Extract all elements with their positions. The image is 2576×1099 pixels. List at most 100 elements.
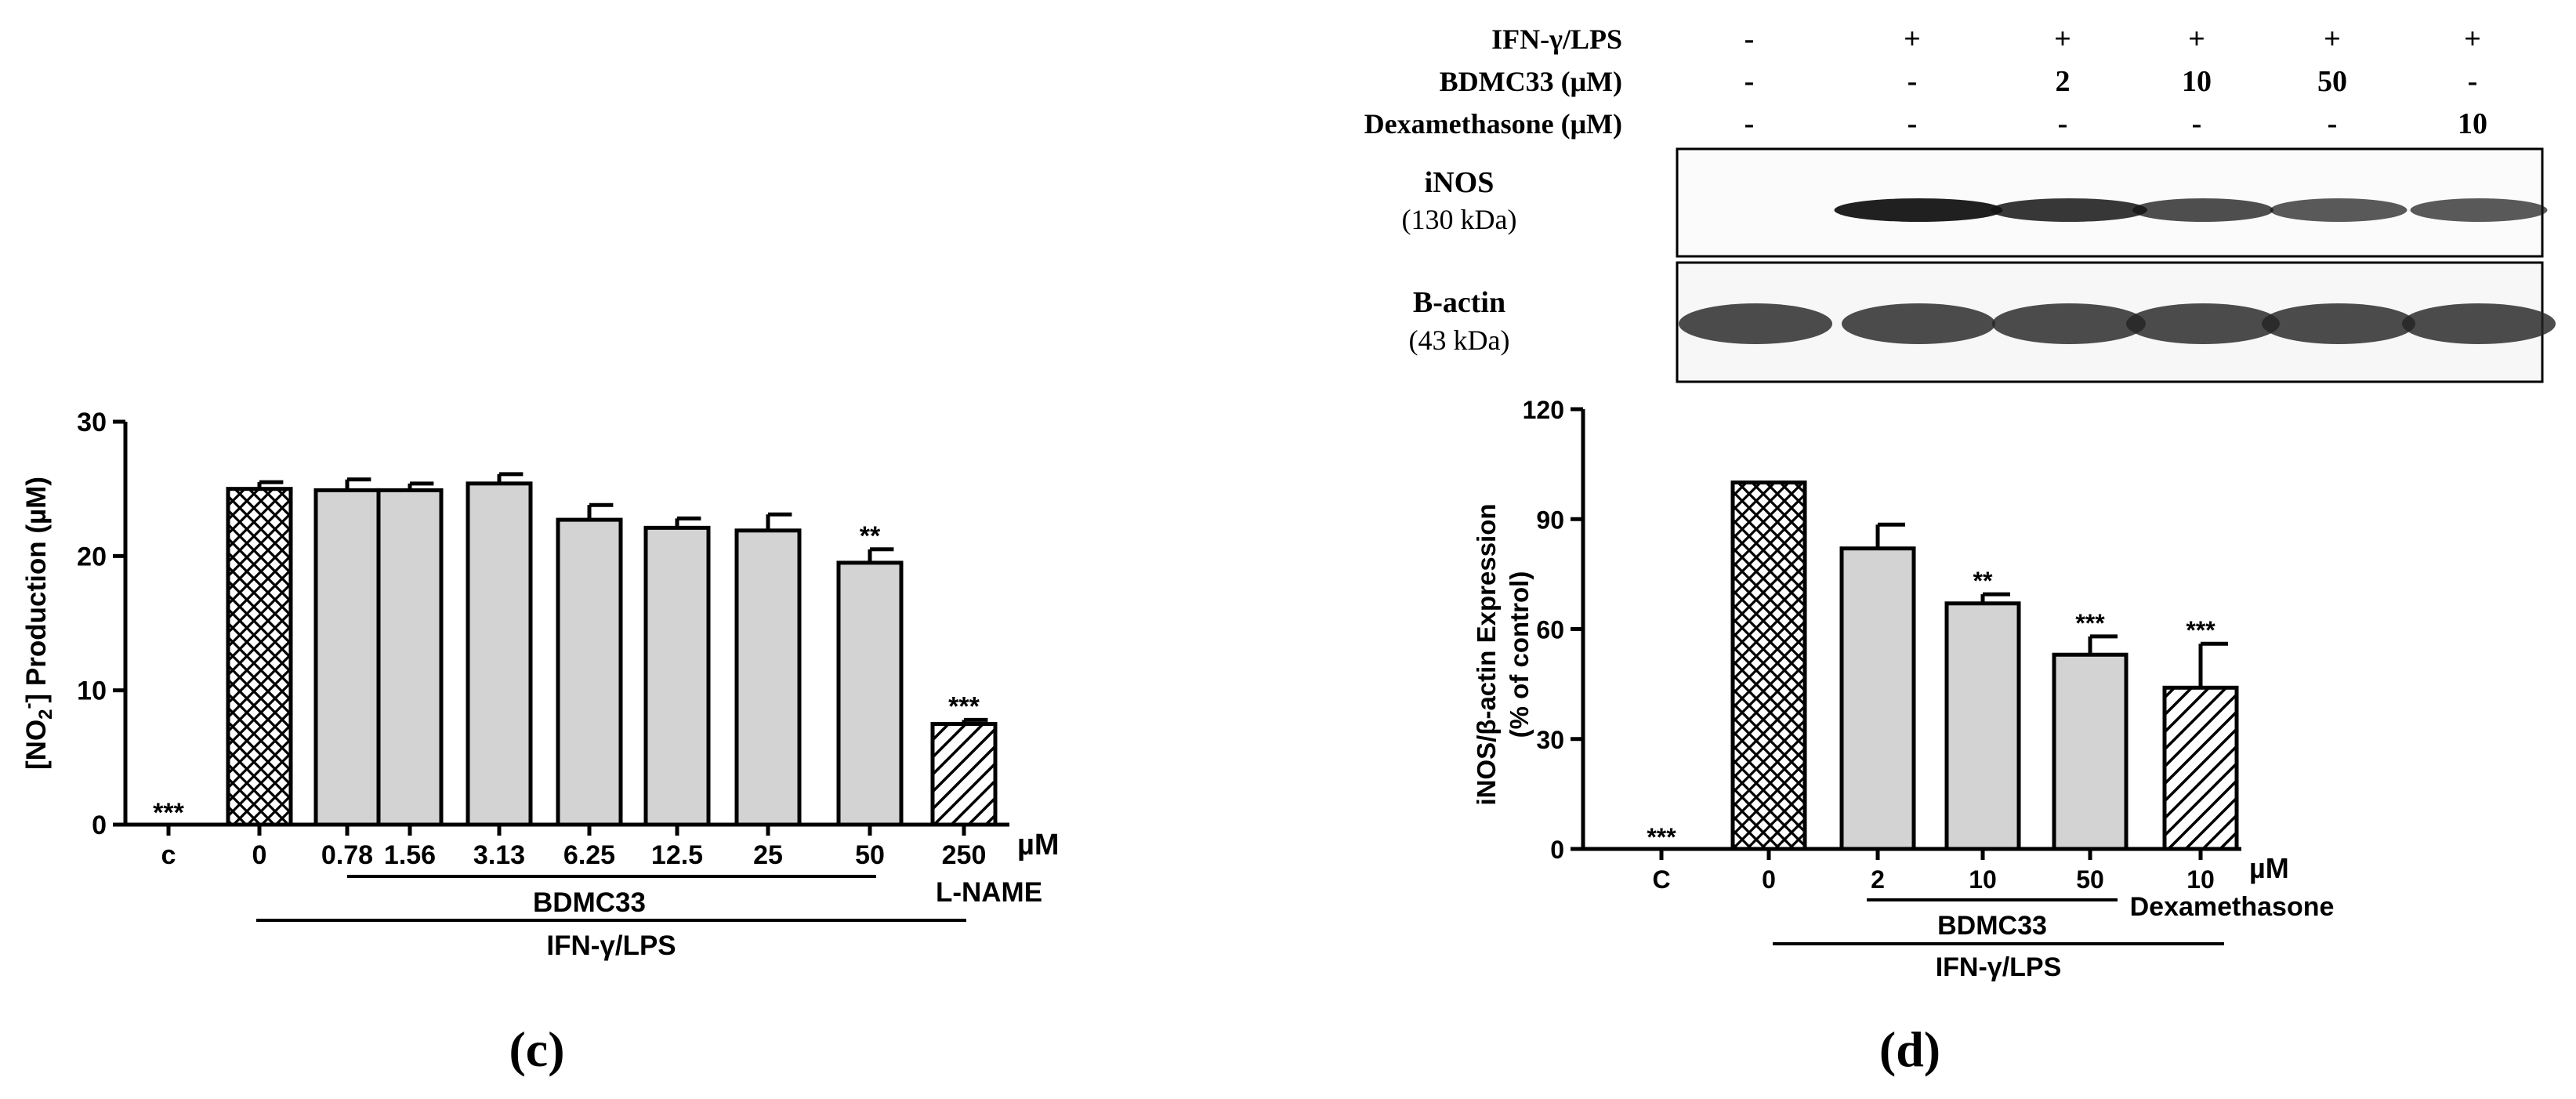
actin-band <box>2402 303 2556 344</box>
c-bar <box>930 722 998 827</box>
panel-d-unit-label: µM <box>2249 852 2289 884</box>
c-significance: *** <box>948 691 980 721</box>
blot-cell: 10 <box>2458 107 2487 140</box>
c-significance: *** <box>153 798 184 828</box>
c-x-tick-label: 1.56 <box>384 840 436 870</box>
panel-d-dexa-label: Dexamethasone <box>2130 892 2335 922</box>
blot-cell: + <box>2324 23 2341 56</box>
blot-cell: - <box>2192 107 2202 140</box>
d-bar <box>1839 546 1916 851</box>
d-x-tick-label: C <box>1652 865 1670 894</box>
blot-cell: 50 <box>2317 65 2347 98</box>
blot-cell: - <box>1745 107 1755 140</box>
d-significance: *** <box>1647 823 1676 851</box>
panel-d-bars <box>1730 481 2239 851</box>
c-bar <box>376 488 444 827</box>
d-bar <box>1730 481 1807 851</box>
actin-band <box>1679 303 1832 344</box>
c-x-tick-label: 0.78 <box>321 840 373 870</box>
inos-band-name: iNOS <box>1425 166 1495 199</box>
panel-c-ifn-label: IFN-γ/LPS <box>546 930 676 961</box>
inos-bands <box>1834 198 2548 222</box>
actin-band <box>2126 303 2280 344</box>
panel-c-chart: 0 10 20 30 c *** 0 0.78 1.56 3.13 6.25 12.5 25 50 ** 25… <box>18 408 1060 1077</box>
blot-cell: 2 <box>2056 65 2071 98</box>
d-y-tick-label: 90 <box>1536 506 1564 534</box>
inos-band <box>2270 198 2408 222</box>
blot-cell: + <box>2464 23 2481 56</box>
c-y-tick-label: 0 <box>92 811 107 840</box>
d-x-tick-label: 50 <box>2076 865 2104 894</box>
c-x-tick-label: 6.25 <box>563 840 615 870</box>
d-y-tick-label: 0 <box>1550 836 1564 864</box>
c-bar <box>466 481 533 827</box>
panel-c-lname-label: L-NAME <box>936 877 1042 908</box>
c-x-tick-label: 50 <box>855 840 885 870</box>
d-bar <box>2162 685 2239 851</box>
panel-c-bdmc-label: BDMC33 <box>533 887 646 918</box>
inos-band-size: (130 kDa) <box>1402 204 1517 235</box>
blot-cell: - <box>2468 65 2478 98</box>
blot-cell: - <box>1908 107 1918 140</box>
blot-cell: - <box>2328 107 2338 140</box>
blot-row-label: IFN-γ/LPS <box>1491 24 1622 55</box>
blot-treatment-table: IFN-γ/LPS - + + + + + BDMC33 (μM) - - 2 10 50 - Dexame… <box>1364 23 2487 140</box>
c-x-tick-label: 0 <box>252 840 267 870</box>
c-y-tick-label: 10 <box>77 676 107 706</box>
panel-c-unit-label: µM <box>1017 829 1060 861</box>
blot-cell: 10 <box>2182 65 2212 98</box>
c-bar <box>734 528 802 827</box>
c-y-tick-label: 30 <box>77 408 107 437</box>
actin-band <box>2262 303 2415 344</box>
panel-d-chart: 0 30 60 90 120 C *** 0 2 10 ** 50 *** 10 *** iNOS/β-ac… <box>1472 396 2334 1077</box>
blot-cell: + <box>2188 23 2205 56</box>
actin-band <box>1842 303 1995 344</box>
c-x-tick-label: 3.13 <box>473 840 525 870</box>
inos-band <box>1834 198 2003 222</box>
c-x-tick-label: 25 <box>753 840 783 870</box>
blot-cell: - <box>2058 107 2068 140</box>
panel-d-tick-labels: 0 30 60 90 120 C *** 0 2 10 ** 50 *** 10 *** <box>1523 396 2216 894</box>
blot-cell: - <box>1745 65 1755 98</box>
c-x-tick-label: 250 <box>942 840 987 870</box>
blot-cell: + <box>2054 23 2071 56</box>
panel-d-ifn-label: IFN-γ/LPS <box>1936 952 2062 982</box>
c-bar <box>836 560 904 827</box>
panel-d-label: (d) <box>1879 1021 1940 1077</box>
d-bar <box>1944 601 2021 851</box>
actin-band-size: (43 kDa) <box>1409 325 1510 356</box>
c-x-tick-label: 12.5 <box>651 840 703 870</box>
blot-row-label: Dexamethasone (μM) <box>1364 108 1622 140</box>
panel-d-bdmc-label: BDMC33 <box>1937 911 2047 941</box>
actin-bands <box>1679 303 2556 344</box>
panel-d-ylabel-line2: (% of control) <box>1505 571 1534 738</box>
inos-band <box>2132 198 2273 222</box>
c-bar <box>556 517 623 827</box>
c-bar <box>643 525 711 827</box>
d-y-tick-label: 120 <box>1523 396 1564 424</box>
c-bar <box>226 487 293 827</box>
d-significance: *** <box>2075 609 2105 637</box>
d-x-tick-label: 10 <box>1969 865 1997 894</box>
panel-c-ylabel: [NO2-] Production (µM) <box>18 477 56 770</box>
actin-band-name: B-actin <box>1413 286 1505 319</box>
inos-band <box>2410 198 2548 222</box>
d-y-tick-label: 30 <box>1536 726 1564 754</box>
d-x-tick-label: 2 <box>1871 865 1885 894</box>
d-significance: *** <box>2186 616 2216 644</box>
d-y-tick-label: 60 <box>1536 616 1564 644</box>
panel-c-label: (c) <box>509 1021 564 1077</box>
d-x-tick-label: 0 <box>1762 865 1776 894</box>
c-significance: ** <box>860 521 881 551</box>
d-significance: ** <box>1973 567 1993 595</box>
d-x-tick-label: 10 <box>2187 865 2215 894</box>
blot-cell: + <box>1904 23 1921 56</box>
panel-c-bars <box>226 472 998 827</box>
inos-band <box>1991 198 2147 222</box>
panel-d-western-blot: IFN-γ/LPS - + + + + + BDMC33 (μM) - - 2 10 50 - Dexame… <box>1364 23 2556 383</box>
c-y-tick-label: 20 <box>77 542 107 571</box>
d-bar <box>2052 652 2129 851</box>
c-x-tick-label: c <box>161 840 176 870</box>
panel-c-tick-labels: 0 10 20 30 c *** 0 0.78 1.56 3.13 6.25 12.5 25 50 ** 25… <box>77 408 986 870</box>
